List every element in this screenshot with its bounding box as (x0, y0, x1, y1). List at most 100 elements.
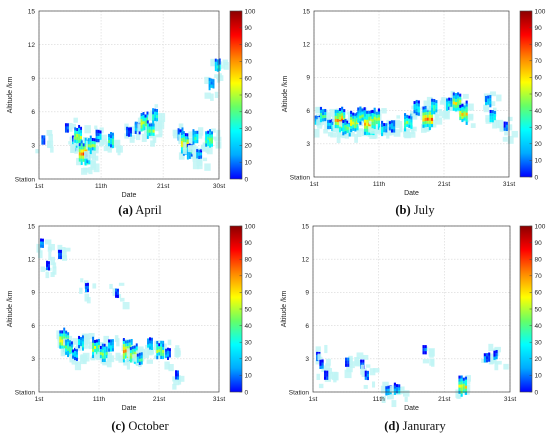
heatmap-cell-halo (197, 133, 203, 139)
heatmap-cell (124, 352, 127, 356)
heatmap-cell (424, 114, 427, 119)
heatmap-cell (218, 58, 221, 62)
heatmap-cell-halo (426, 96, 433, 103)
heatmap-cell (413, 104, 416, 108)
heatmap-cell (452, 98, 455, 102)
heatmap-cell-halo (315, 106, 322, 114)
heatmap-cell-halo (411, 127, 415, 135)
heatmap-cell-halo (382, 381, 389, 391)
heatmap-cell (81, 338, 84, 342)
heatmap-cell (370, 110, 373, 114)
heatmap-cell (459, 99, 462, 103)
heatmap-cell-halo (214, 91, 219, 99)
heatmap-cell (352, 118, 355, 122)
heatmap-cell (152, 132, 155, 136)
heatmap-cell (338, 117, 342, 121)
heatmap-cluster (172, 370, 185, 390)
heatmap-cell (186, 136, 189, 140)
heatmap-cell (80, 161, 83, 165)
heatmap-cell-halo (371, 381, 376, 388)
heatmap-cell (452, 101, 455, 105)
heatmap-cell (323, 376, 327, 380)
colorbar: 0 10 20 30 40 50 60 70 80 90 100 (519, 8, 546, 181)
heatmap-cell (211, 137, 213, 141)
heatmap-cell (491, 119, 494, 123)
heatmap-cell (393, 120, 396, 124)
heatmap-cell (341, 115, 344, 119)
heatmap-cell (146, 114, 149, 118)
heatmap-cell-halo (317, 125, 323, 129)
heatmap-cell-halo (507, 136, 514, 144)
heatmap-cell-halo (511, 130, 518, 138)
heatmap-cell (180, 135, 183, 139)
heatmap-cell (150, 340, 153, 344)
heatmap-cell (342, 126, 345, 130)
heatmap-cell (126, 132, 129, 137)
heatmap-cell-halo (84, 125, 91, 134)
heatmap-cell (422, 109, 425, 113)
heatmap-cell (207, 142, 210, 147)
heatmap-cell (461, 109, 464, 114)
heatmap-cell-halo (45, 271, 50, 279)
heatmap-cell (465, 103, 468, 107)
heatmap-cell (375, 114, 378, 118)
heatmap-cell (493, 353, 496, 357)
heatmap-cell (404, 128, 407, 132)
heatmap-cell (140, 361, 143, 365)
heatmap-cell (194, 130, 197, 135)
heatmap-cell (207, 130, 210, 134)
heatmap-cell (354, 116, 357, 120)
heatmap-cell-halo (316, 373, 321, 381)
heatmap-cell (140, 125, 143, 129)
heatmap-cell (373, 122, 376, 127)
heatmap-cell (81, 347, 84, 351)
heatmap-cell-halo (187, 145, 194, 150)
heatmap-cell (134, 130, 137, 135)
heatmap-cell (323, 373, 327, 377)
heatmap-cell (122, 344, 125, 348)
x-tick-label: 11th (95, 183, 108, 190)
heatmap-cluster (422, 345, 435, 367)
heatmap-cell (61, 336, 64, 340)
heatmap-cell (404, 119, 407, 123)
heatmap-cell (326, 373, 329, 377)
heatmap-cell-halo (100, 134, 107, 142)
heatmap-cell (417, 100, 420, 104)
heatmap-cell (152, 111, 155, 115)
heatmap-cell (208, 77, 211, 82)
heatmap-cell (78, 341, 81, 346)
heatmap-cell (136, 353, 139, 357)
heatmap-cell (363, 119, 367, 123)
heatmap-cell-halo (399, 125, 403, 133)
heatmap-cell-halo (105, 343, 110, 347)
heatmap-cell (462, 386, 465, 390)
heatmap-cell (385, 123, 388, 127)
heatmap-cell-halo (323, 128, 328, 134)
heatmap-cell (158, 346, 161, 350)
heatmap-cell-halo (346, 111, 351, 115)
heatmap-cell (356, 124, 359, 128)
heatmap-cell-halo (150, 140, 155, 147)
heatmap-cell (377, 117, 381, 121)
heatmap-cell (108, 345, 111, 349)
heatmap-cell (133, 351, 136, 355)
heatmap-cell (319, 106, 323, 111)
heatmap-cell (196, 152, 199, 156)
heatmap-cell-halo (148, 115, 152, 120)
heatmap-cell-halo (192, 161, 200, 170)
heatmap-cell (431, 101, 434, 105)
heatmap-cell (80, 135, 83, 140)
heatmap-cell (457, 107, 460, 111)
heatmap-cell (59, 342, 62, 346)
heatmap-cell (377, 123, 381, 127)
heatmap-cell (144, 123, 147, 127)
heatmap-cell (111, 342, 114, 346)
heatmap-cell (149, 337, 151, 341)
heatmap-cell (184, 133, 187, 137)
heatmap-cell (108, 139, 111, 144)
heatmap-cell (422, 115, 425, 119)
heatmap-cluster (488, 343, 509, 371)
heatmap-cell (156, 340, 159, 345)
heatmap-cell-halo (57, 244, 63, 254)
heatmap-cell (433, 98, 436, 103)
